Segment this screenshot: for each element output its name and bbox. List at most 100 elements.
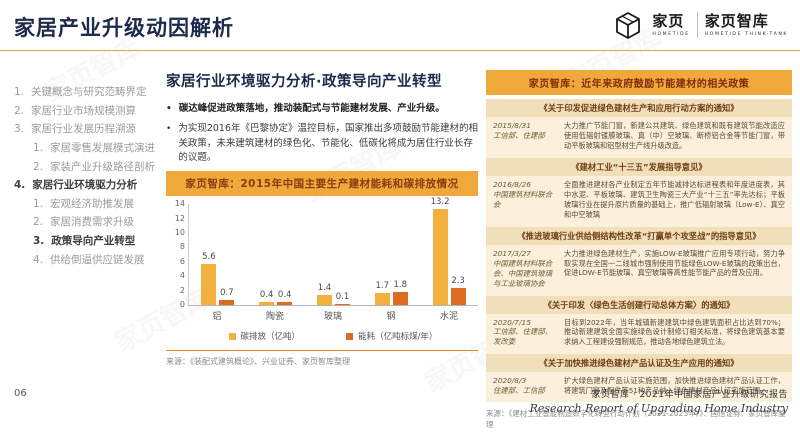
toc-item-label: 供给倒逼供应链发展	[50, 253, 145, 266]
chart-bar-value: 0.4	[259, 290, 274, 301]
chart-bar: 0.4	[277, 290, 293, 306]
chart-category-label: 铝	[212, 312, 222, 323]
policy-panel-header: 家页智库：近年来政府鼓励节能建材的相关政策	[486, 70, 792, 95]
policy-meta: 2016/8/26 中国建筑材料联合会	[493, 180, 557, 220]
logo-separator	[696, 12, 698, 38]
toc-item: 4. 家居行业环境驱力分析	[14, 179, 166, 192]
chart-bar-group: 13.2 2.3	[420, 197, 478, 306]
policy-date: 2020/8/3	[493, 376, 527, 386]
chart-title-bar: 家页智库：2015年中国主要生产建材能耗和碳排放情况	[166, 171, 478, 197]
chart-bar-value: 0.7	[220, 288, 234, 299]
toc-item: 4. 供给倒逼供应链发展	[14, 254, 166, 267]
policy-description: 目标到2022年，当年城镇新建建筑中绿色建筑面积占比达到70%；推动新建建筑全面…	[564, 317, 785, 347]
policy-entry: 2015/8/31 工信部、住建部 大力推广节能门窗，新建公共建筑、绿色建筑和既有建…	[486, 117, 792, 154]
chart-bar-value: 0.4	[277, 290, 292, 301]
policy-agency: 工信部、住建部	[493, 130, 545, 140]
bullet-item: • 为实现2016年《巴黎协定》温控目标，国家推出多项鼓励节能建材的相关政策，未来…	[166, 122, 478, 165]
toc-item: 3. 政策导向产业转型	[14, 235, 166, 248]
policy-title: 《推进玻璃行业供给侧结构性改革“打赢单个攻坚战”的指导意见》	[486, 226, 792, 245]
toc-item-number: 2.	[14, 104, 25, 117]
policy-meta: 2020/7/15 工信部、住建部、发改委	[493, 318, 557, 348]
policy-title: 《建材工业“十三五”发展指导意见》	[486, 157, 792, 176]
toc-item: 1. 宏观经济助推发展	[14, 198, 166, 211]
toc-item-label: 家居行业市场规模测算	[31, 104, 137, 117]
chart-bar-value: 13.2	[430, 196, 450, 207]
chart-legend: 碳排放（亿吨） 能耗（亿吨标煤/年）	[188, 330, 478, 342]
toc-item-label: 家装产业升级路径剖析	[50, 160, 156, 173]
chart-bar-value: 1.4	[317, 282, 332, 293]
bullet-marker: •	[166, 104, 172, 114]
logo-thinktank-en: HOMETIDE THINK-TANK	[704, 31, 788, 37]
chart-bar: 0.4	[259, 290, 275, 306]
policy-agency: 工信部、住建部、发改委	[493, 327, 553, 347]
chart-ytick: 8	[179, 242, 185, 252]
chart-bar-value: 5.6	[202, 252, 216, 263]
policy-title: 《关于印发〈绿色生活创建行动总体方案〉的通知》	[486, 295, 792, 314]
legend-entry: 碳排放（亿吨）	[228, 330, 300, 342]
toc-item: 1. 关键概念与研究范畴界定	[14, 86, 166, 99]
chart-xaxis-labels: 铝 陶瓷 玻璃 钢 水泥	[188, 309, 478, 322]
policy-entry: 2016/8/26 中国建筑材料联合会 全面推进建材各产业制定五年节能减排达标进程表…	[486, 176, 792, 223]
policy-entry: 2020/7/15 工信部、住建部、发改委 目标到2022年，当年城镇新建建筑中绿色…	[486, 314, 792, 351]
toc-item-number: 2.	[33, 160, 44, 173]
chart-category-label: 陶瓷	[265, 312, 284, 323]
report-footer: 家页智库 · 2021年中国家居产业升级研究报告 Research Report…	[530, 387, 788, 415]
chart-ytick: 10	[174, 228, 185, 237]
toc-item-number: 1.	[14, 86, 25, 98]
chart-bar-group: 1.7 1.8	[362, 204, 420, 306]
policy-date: 2017/3/27	[493, 248, 531, 258]
section-title: 家居行业环境驱力分析·政策导向产业转型	[166, 74, 443, 90]
toc-item-label: 家居消费需求升级	[50, 216, 135, 229]
toc-item: 2. 家装产业升级路径剖析	[14, 161, 166, 174]
policy-entry: 2017/3/27 中国建筑材料联合会、中国建筑玻璃与工业玻璃协会 大力推进绿色建材…	[486, 245, 792, 292]
chart-bar-value: 2.3	[451, 276, 465, 287]
policy-date: 2016/8/26	[493, 179, 531, 189]
toc-item: 3. 家居行业发展历程溯源	[14, 123, 166, 136]
legend-entry: 能耗（亿吨标煤/年）	[346, 330, 437, 342]
chart-bar: 5.6	[201, 252, 217, 306]
chart-bar-value: 1.8	[393, 280, 408, 291]
page-title: 家居产业升级动因解析	[14, 16, 234, 40]
chart-bar-group: 1.4 0.1	[305, 204, 363, 306]
chart-category-label: 玻璃	[323, 312, 342, 323]
chart-bar: 0.1	[334, 292, 350, 306]
policy-title: 《关于印发促进绿色建材生产和应用行动方案的通知》	[486, 99, 792, 117]
hometide-cube-icon	[611, 8, 645, 42]
bullet-marker: •	[166, 124, 172, 135]
hometide-logo: 家页 HOMETIDE 家页智库 HOMETIDE THINK-TANK	[611, 8, 788, 42]
chart-bar: 2.3	[450, 276, 466, 306]
toc-item-label: 政策导向产业转型	[51, 235, 136, 247]
policy-date: 2020/7/15	[493, 317, 531, 327]
chart-category-label: 水泥	[439, 312, 458, 323]
chart-bar-value: 0.1	[335, 292, 350, 303]
chart-bar-group: 0.4 0.4	[247, 204, 305, 306]
policy-title: 《关于加快推进绿色建材产品认证及生产应用的通知》	[486, 354, 792, 373]
chart-bar: 1.4	[316, 283, 332, 306]
toc-item-label: 家居行业发展历程溯源	[31, 123, 137, 136]
policy-agency: 住建部、工信部	[493, 386, 545, 396]
policy-agency: 中国建筑材料联合会、中国建筑玻璃与工业玻璃协会	[493, 258, 553, 288]
logo-thinktank-cn: 家页智库	[704, 12, 769, 31]
policy-description: 大力推广节能门窗，新建公共建筑、绿色建筑和既有建筑节能改造应使用低辐射镀膜玻璃、…	[564, 121, 785, 150]
sidebar-toc: 1. 关键概念与研究范畴界定 2. 家居行业市场规模测算 3. 家居行业发展历程溯源 1. 家…	[14, 86, 166, 272]
chart-ytick: 12	[174, 213, 185, 223]
policy-agency: 中国建筑材料联合会	[493, 189, 553, 209]
policy-meta: 2015/8/31 工信部、住建部	[493, 121, 557, 151]
toc-item-number: 3.	[14, 123, 25, 136]
main-content: 家居行业环境驱力分析·政策导向产业转型 • 碳达峰促进政策落地，推动装配式与节能建…	[166, 70, 478, 367]
policy-date: 2015/8/31	[493, 121, 531, 130]
toc-item: 1. 家居零售发展模式演进	[14, 142, 166, 155]
toc-item-number: 4.	[14, 179, 26, 192]
report-title-cn: 家页智库 · 2021年中国家居产业升级研究报告	[591, 390, 788, 400]
chart-ytick: 6	[179, 256, 185, 266]
chart-bar-value: 1.7	[375, 280, 390, 291]
logo-brand-en: HOMETIDE	[652, 31, 690, 37]
toc-item-label: 家居行业环境驱力分析	[32, 179, 138, 192]
policy-description: 全面推进建材各产业制定五年节能减排达标进程表和年度进度表，其中水泥、平板玻璃、建…	[564, 179, 785, 219]
toc-item-number: 4.	[33, 253, 44, 266]
legend-label: 能耗（亿吨标煤/年）	[358, 332, 438, 343]
page-number: 06	[14, 388, 27, 399]
policy-meta: 2020/8/3 住建部、工信部	[493, 376, 557, 396]
policy-panel-source: 来源：《建材工业智能制造数字化转型行动计划（2021-2023年）》、国信证券、…	[486, 409, 786, 430]
